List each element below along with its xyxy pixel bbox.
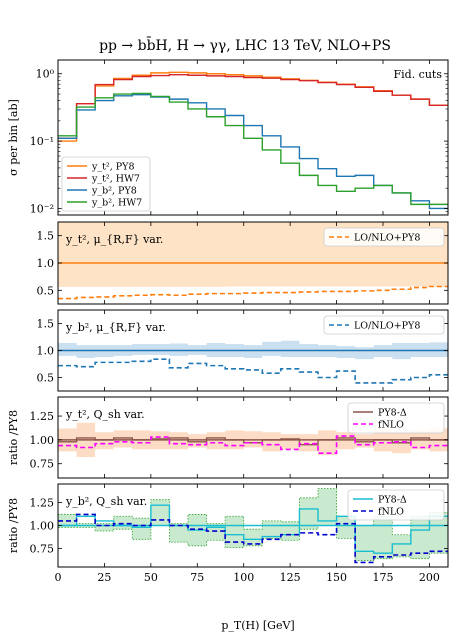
- y-tick-label-1-2: 0.5: [37, 284, 55, 297]
- y-tick-label-0-1: 10⁻¹: [30, 135, 54, 148]
- y-axis-label-4: ratio /PY8: [7, 498, 20, 553]
- series-line-4-1: [58, 513, 448, 564]
- x-tick-label-7: 175: [373, 571, 394, 584]
- series-line-0-3: [58, 92, 448, 206]
- legend-box-4: [347, 489, 445, 521]
- series-band-4-2: [58, 488, 448, 561]
- y-tick-label-3-2: 0.75: [30, 458, 55, 471]
- y-tick-label-4-0: 1.25: [30, 496, 55, 509]
- figure-title: pp → bb̄H, H → γγ, LHC 13 TeV, NLO+PS: [99, 36, 391, 54]
- y-tick-label-4-2: 0.75: [30, 543, 55, 556]
- legend-2: LO/NLO+PY8: [323, 315, 445, 335]
- legend-label-0-0: y_t², PY8: [91, 162, 135, 173]
- x-tick-label-3: 75: [190, 571, 204, 584]
- series-line-4-0: [58, 504, 448, 554]
- legend-label-3-0: PY8-Δ: [378, 408, 407, 419]
- y-tick-label-3-1: 1.00: [30, 434, 55, 447]
- legend-1: LO/NLO+PY8: [323, 227, 445, 247]
- y-tick-label-4-1: 1.00: [30, 520, 55, 533]
- y-axis-label-3: ratio /PY8: [7, 410, 20, 465]
- series-line-1-0: [58, 285, 448, 300]
- panel-distribution: 10⁰ 10⁻¹ 10⁻² σ per bin [ab] Fid. cuts y_t², …: [7, 59, 449, 216]
- panel-label-3: y_t², Q_sh var.: [65, 408, 145, 421]
- x-tick-label-8: 200: [419, 571, 440, 584]
- panel-label-4: y_b², Q_sh var.: [65, 495, 147, 508]
- panel-yb2_scale_ratio: 1.5 1.0 0.5 y_b², μ_{R,F} var. LO/NLO+PY8: [37, 309, 449, 392]
- series-line-0-0: [58, 71, 448, 142]
- y-tick-label-2-0: 1.5: [37, 318, 55, 331]
- panel-yt2_scale_ratio: 1.5 1.0 0.5 y_t², μ_{R,F} var. LO/NLO+PY8: [37, 221, 449, 305]
- x-tick-label-2: 50: [144, 571, 158, 584]
- legend-label-2-0: LO/NLO+PY8: [354, 321, 420, 332]
- y-tick-label-0-0: 10⁰: [36, 68, 55, 81]
- panel-frame-0: [57, 59, 449, 216]
- panel-yb2_shower_ratio: 1.25 1.00 0.75 0 25 50 75 100 125 150 175 200 ratio …: [7, 483, 449, 584]
- legend-box-3: [347, 402, 445, 434]
- legend-label-0-2: y_b², PY8: [91, 186, 137, 197]
- x-tick-label-0: 0: [55, 571, 62, 584]
- y-axis-label-0: σ per bin [ab]: [7, 99, 20, 176]
- legend-box-0: [61, 156, 151, 212]
- x-tick-label-1: 25: [97, 571, 111, 584]
- x-axis-label: p_T(H) [GeV]: [221, 619, 294, 632]
- y-tick-label-3-0: 1.25: [30, 410, 55, 423]
- y-tick-label-0-2: 10⁻²: [30, 202, 54, 215]
- plot-area-0: [58, 71, 448, 210]
- y-tick-label-2-1: 1.0: [37, 345, 55, 358]
- legend-box-1: [323, 227, 445, 247]
- panel-label-2: y_b², μ_{R,F} var.: [65, 321, 166, 334]
- plot-area-2: [58, 340, 448, 384]
- plot-area-4: [58, 488, 448, 564]
- x-tick-label-5: 125: [280, 571, 301, 584]
- x-tick-label-4: 100: [233, 571, 254, 584]
- y-tick-label-1-0: 1.5: [37, 230, 55, 243]
- legend-label-0-1: y_t², HW7: [91, 174, 140, 185]
- panel-frame-3: [57, 396, 449, 479]
- legend-label-0-3: y_b², HW7: [91, 198, 142, 209]
- series-line-3-1: [58, 435, 448, 455]
- panel-yt2_shower_ratio: 1.25 1.00 0.75 ratio /PY8 y_t², Q_sh var. PY8…: [7, 396, 449, 479]
- y-tick-label-2-2: 0.5: [37, 372, 55, 385]
- legend-label-1-0: LO/NLO+PY8: [354, 233, 420, 244]
- x-tick-label-6: 150: [326, 571, 347, 584]
- panel-label-1: y_t², μ_{R,F} var.: [65, 233, 163, 246]
- panel-annotation-0: Fid. cuts: [394, 68, 443, 81]
- plot-area-3: [58, 422, 448, 458]
- legend-label-4-0: PY8-Δ: [378, 495, 407, 506]
- legend-label-3-1: fNLO: [378, 420, 404, 431]
- legend-box-2: [323, 315, 445, 335]
- series-line-2-0: [58, 358, 448, 384]
- series-line-0-1: [58, 73, 448, 140]
- y-tick-label-1-1: 1.0: [37, 257, 55, 270]
- legend-label-4-1: fNLO: [378, 507, 404, 518]
